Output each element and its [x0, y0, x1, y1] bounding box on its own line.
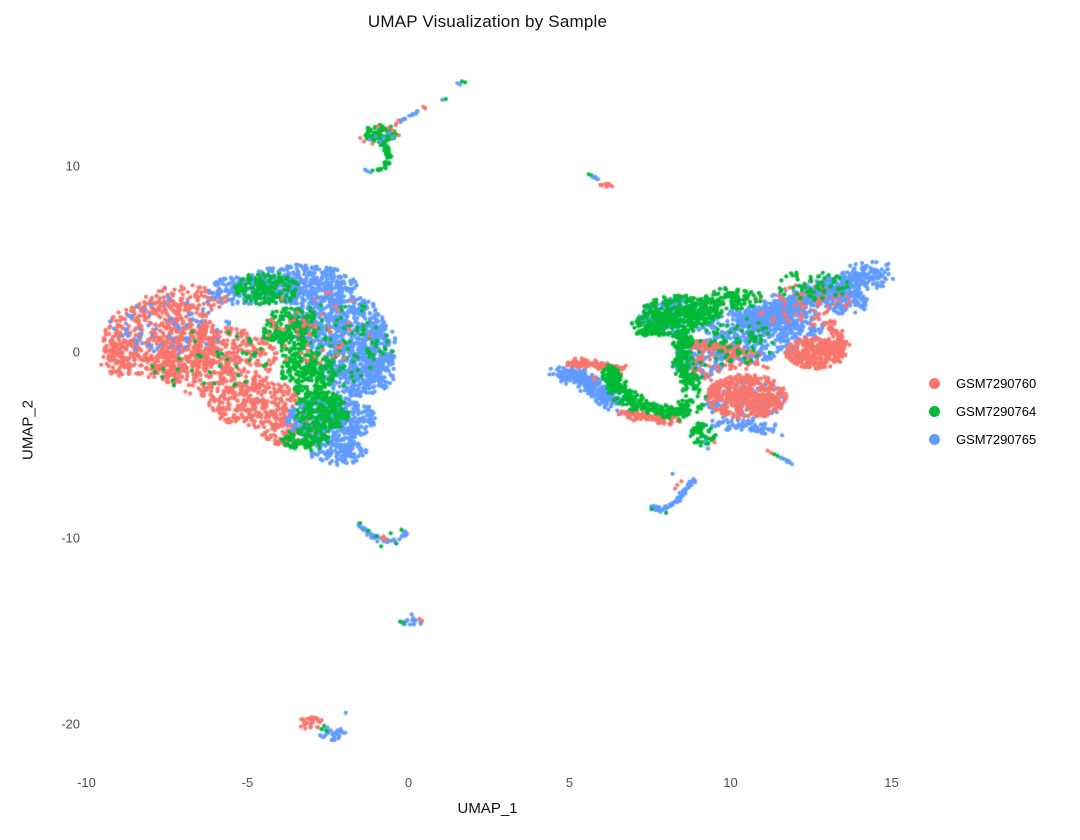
- legend-label: GSM7290764: [956, 403, 1037, 419]
- legend-label: GSM7290760: [956, 375, 1037, 391]
- x-axis-label: UMAP_1: [457, 800, 518, 817]
- x-tick-label: -10: [77, 775, 96, 790]
- y-axis-label: UMAP_2: [19, 399, 37, 461]
- legend-item: GSM7290764: [925, 397, 1036, 425]
- x-tick-label: 10: [723, 775, 738, 790]
- y-tick-label: 10: [65, 158, 80, 174]
- legend-label: GSM7290765: [956, 431, 1037, 447]
- y-tick-label: 0: [72, 344, 80, 360]
- x-tick-label: -5: [241, 775, 254, 790]
- x-tick-label: 0: [404, 775, 413, 790]
- chart-title: UMAP Visualization by Sample: [367, 12, 608, 31]
- legend-color-dot-icon: [929, 405, 940, 417]
- x-tick-label: 15: [884, 775, 899, 790]
- legend-item: GSM7290765: [925, 425, 1036, 453]
- legend-color-dot-icon: [929, 377, 940, 389]
- y-tick-label: -10: [61, 530, 80, 546]
- legend-color-dot-icon: [929, 433, 940, 445]
- legend: GSM7290760 GSM7290764 GSM7290765: [925, 369, 1036, 453]
- x-tick-label: 5: [565, 775, 574, 790]
- legend-item: GSM7290760: [925, 369, 1036, 397]
- y-tick-label: -20: [61, 716, 80, 732]
